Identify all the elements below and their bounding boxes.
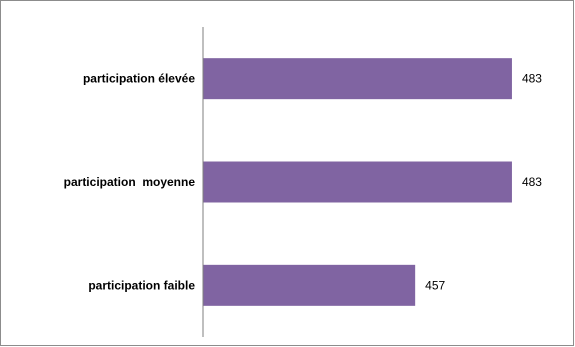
- labels-layer: participation élevée 483 participation moy…: [64, 72, 543, 293]
- data-label: 483: [522, 72, 542, 86]
- bars-layer: [203, 58, 512, 306]
- data-label: 483: [522, 175, 542, 189]
- category-label: participation élevée: [83, 72, 195, 86]
- data-label: 457: [425, 278, 445, 292]
- category-label: participation moyenne: [64, 175, 196, 189]
- bar: [203, 264, 416, 306]
- category-label: participation faible: [88, 278, 195, 292]
- bar: [203, 58, 512, 100]
- bar: [203, 161, 512, 203]
